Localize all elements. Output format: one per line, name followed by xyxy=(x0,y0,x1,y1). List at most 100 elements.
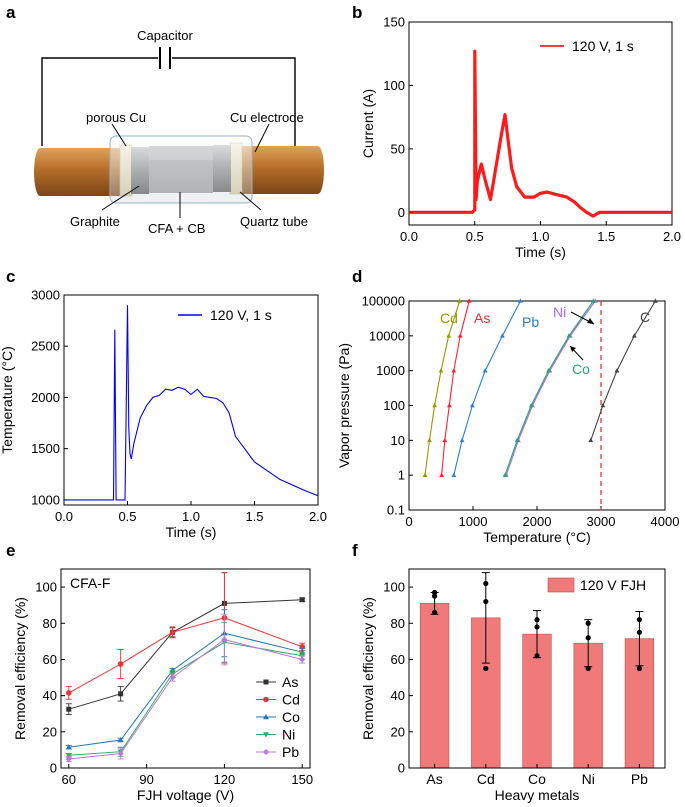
series-As xyxy=(65,572,306,716)
data-point-Pb xyxy=(517,298,523,303)
data-point-Co xyxy=(502,472,508,477)
x-axis: 60 90 120 150 xyxy=(62,764,313,787)
marker-Co xyxy=(65,744,72,750)
data-point-C xyxy=(653,298,658,303)
marker-As xyxy=(66,706,72,712)
y-tick-label: 80 xyxy=(391,616,405,631)
data-point-C xyxy=(614,368,620,373)
data-point-Co xyxy=(528,402,534,408)
x-axis-label: FJH voltage (V) xyxy=(137,787,234,803)
marker-Co xyxy=(117,736,124,743)
data-point-As xyxy=(442,437,448,443)
y-tick-label: 40 xyxy=(43,688,57,703)
data-point-Cd xyxy=(432,402,437,408)
x-tick-label: 150 xyxy=(291,772,313,787)
x-axis: 0 1000 2000 3000 4000 xyxy=(405,506,679,529)
y-tick-label: 10 xyxy=(391,433,405,448)
data-point-Cd xyxy=(422,472,428,477)
legend-label-Ni: Ni xyxy=(282,727,295,743)
replicate-point xyxy=(534,653,540,659)
replicate-point xyxy=(585,635,591,641)
y-axis-label: Removal efficiency (%) xyxy=(360,597,376,740)
chart-title: CFA-F xyxy=(70,575,110,591)
chart-vapor-pressure: 0 1000 2000 3000 4000 0.1 1 10 100 1000 10000 10000… xyxy=(336,294,679,546)
panel-f-letter: f xyxy=(352,541,358,560)
marker-Cd xyxy=(263,696,269,703)
legend-swatch xyxy=(547,577,575,593)
replicate-point xyxy=(534,624,540,630)
y-tick-label: 20 xyxy=(391,724,405,739)
cu-electrode-left xyxy=(34,148,122,196)
y-tick-label: 20 xyxy=(43,724,57,739)
chart-removal-bars: As Cd Co Ni Pb 0 20 40 60 80 100 Heavy metals Remova… xyxy=(360,568,666,803)
replicate-point xyxy=(483,598,489,605)
marker-Pb xyxy=(117,750,124,757)
x-tick-label: 60 xyxy=(62,772,76,787)
legend-label: 120 V, 1 s xyxy=(572,38,634,54)
replicate-point xyxy=(534,617,540,623)
y-tick-label: 10000 xyxy=(369,328,405,343)
panel-c-letter: c xyxy=(6,267,15,286)
y-axis: 1000 1500 2000 2500 3000 xyxy=(31,288,68,507)
series-line-As xyxy=(441,300,470,476)
data-point-Pb xyxy=(459,437,465,443)
data-point-Co xyxy=(514,437,520,443)
data-point-As xyxy=(466,298,472,303)
y-axis: 0 20 40 60 80 100 xyxy=(35,580,65,776)
y-tick-label: 0.1 xyxy=(387,503,405,518)
marker-Ni xyxy=(263,732,269,738)
y-tick-label: 100 xyxy=(383,580,405,595)
replicate-point xyxy=(483,580,489,587)
series-label-Cd: Cd xyxy=(440,310,458,326)
data-point-Cd xyxy=(457,298,462,303)
y-tick-label: 100 xyxy=(383,398,405,413)
data-point-C xyxy=(631,333,637,338)
data-point-As xyxy=(446,402,452,408)
series-line-Co xyxy=(504,300,594,476)
data-point-Pb xyxy=(500,333,505,338)
x-tick-label: 1.5 xyxy=(597,229,615,244)
legend-label: 120 V, 1 s xyxy=(210,307,272,323)
y-tick-label: 40 xyxy=(391,688,405,703)
y-tick-label: 80 xyxy=(43,616,57,631)
y-tick-label: 100 xyxy=(35,580,57,595)
x-axis-label: Time (s) xyxy=(515,244,566,260)
x-axis: 0.0 0.5 1.0 1.5 2.0 xyxy=(400,221,681,244)
series-line-Pb xyxy=(453,300,521,476)
x-tick-label: 0.5 xyxy=(118,509,136,524)
x-tick-label: 0.0 xyxy=(400,229,418,244)
y-tick-label: 100 xyxy=(383,78,405,93)
series-line-As xyxy=(68,599,303,710)
legend-label-Cd: Cd xyxy=(282,692,300,708)
x-tick-label: 90 xyxy=(139,772,153,787)
y-tick-label: 1000 xyxy=(31,492,60,507)
series-label-Co: Co xyxy=(572,361,590,377)
y-axis-label: Vapor pressure (Pa) xyxy=(336,343,352,468)
marker-Ni xyxy=(65,753,72,759)
plot-frame xyxy=(408,300,666,511)
series-line-Cd xyxy=(424,300,461,476)
marker-Pb xyxy=(65,755,72,762)
data-point-Cd xyxy=(446,333,452,338)
y-axis-label: Removal efficiency (%) xyxy=(12,597,28,740)
y-axis: 0 20 40 60 80 100 xyxy=(383,580,413,776)
series-line-Ni xyxy=(505,300,596,476)
marker-Pb xyxy=(263,749,269,755)
marker-Cd xyxy=(117,661,124,667)
x-tick-label: 1.5 xyxy=(245,509,263,524)
legend-label-Pb: Pb xyxy=(282,744,299,760)
marker-Pb xyxy=(169,674,176,681)
replicate-point xyxy=(432,609,438,616)
data-point-C xyxy=(588,437,594,443)
x-tick-label: As xyxy=(426,771,442,787)
data-point-As xyxy=(457,333,463,338)
y-tick-label: 60 xyxy=(43,652,57,667)
replicate-point xyxy=(636,617,643,623)
panel-a: a Capacitor porous Cu Cu electrode Graph… xyxy=(6,3,324,236)
x-axis-label: Heavy metals xyxy=(495,787,580,803)
x-axis: 0.0 0.5 1.0 1.5 2.0 xyxy=(55,501,327,524)
y-axis-label: Current (A) xyxy=(360,89,376,158)
plot-frame xyxy=(60,568,311,769)
